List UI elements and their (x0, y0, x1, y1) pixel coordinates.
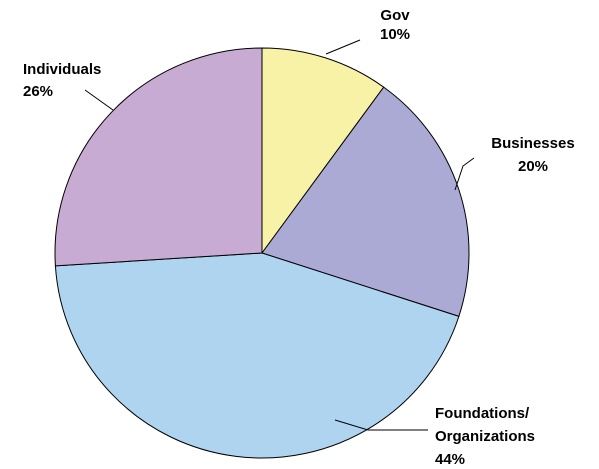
leader-lines (84, 39, 475, 431)
slice-labels: Gov 10% Businesses 20% Foundations/Organizat… (23, 7, 575, 468)
pie-slice-foundations-organizations (54, 252, 460, 459)
slice-label-businesses-line-1: Businesses (491, 135, 574, 152)
leader-line-individuals (84, 89, 114, 111)
slice-label-individuals-line-1: Individuals (23, 61, 101, 78)
slice-label-businesses-line-2: 20% (518, 158, 548, 175)
slice-label-foundations-organizations-line-2: Organizations (435, 428, 535, 445)
pie-slice-businesses (261, 86, 470, 317)
leader-line-businesses (454, 157, 475, 191)
slice-label-gov-line-2: 10% (380, 26, 410, 43)
pie-slice-gov (261, 47, 385, 255)
leader-line-foundations-organizations (334, 419, 428, 431)
leader-line-gov (325, 39, 361, 55)
pie-slices (54, 47, 470, 459)
slice-label-individuals-line-2: 26% (23, 83, 53, 100)
pie-slice-individuals (54, 47, 263, 267)
slice-label-foundations-organizations-line-1: Foundations/ (435, 405, 530, 422)
slice-label-gov-line-1: Gov (380, 7, 410, 24)
slice-label-foundations-organizations-line-3: 44% (435, 451, 465, 468)
